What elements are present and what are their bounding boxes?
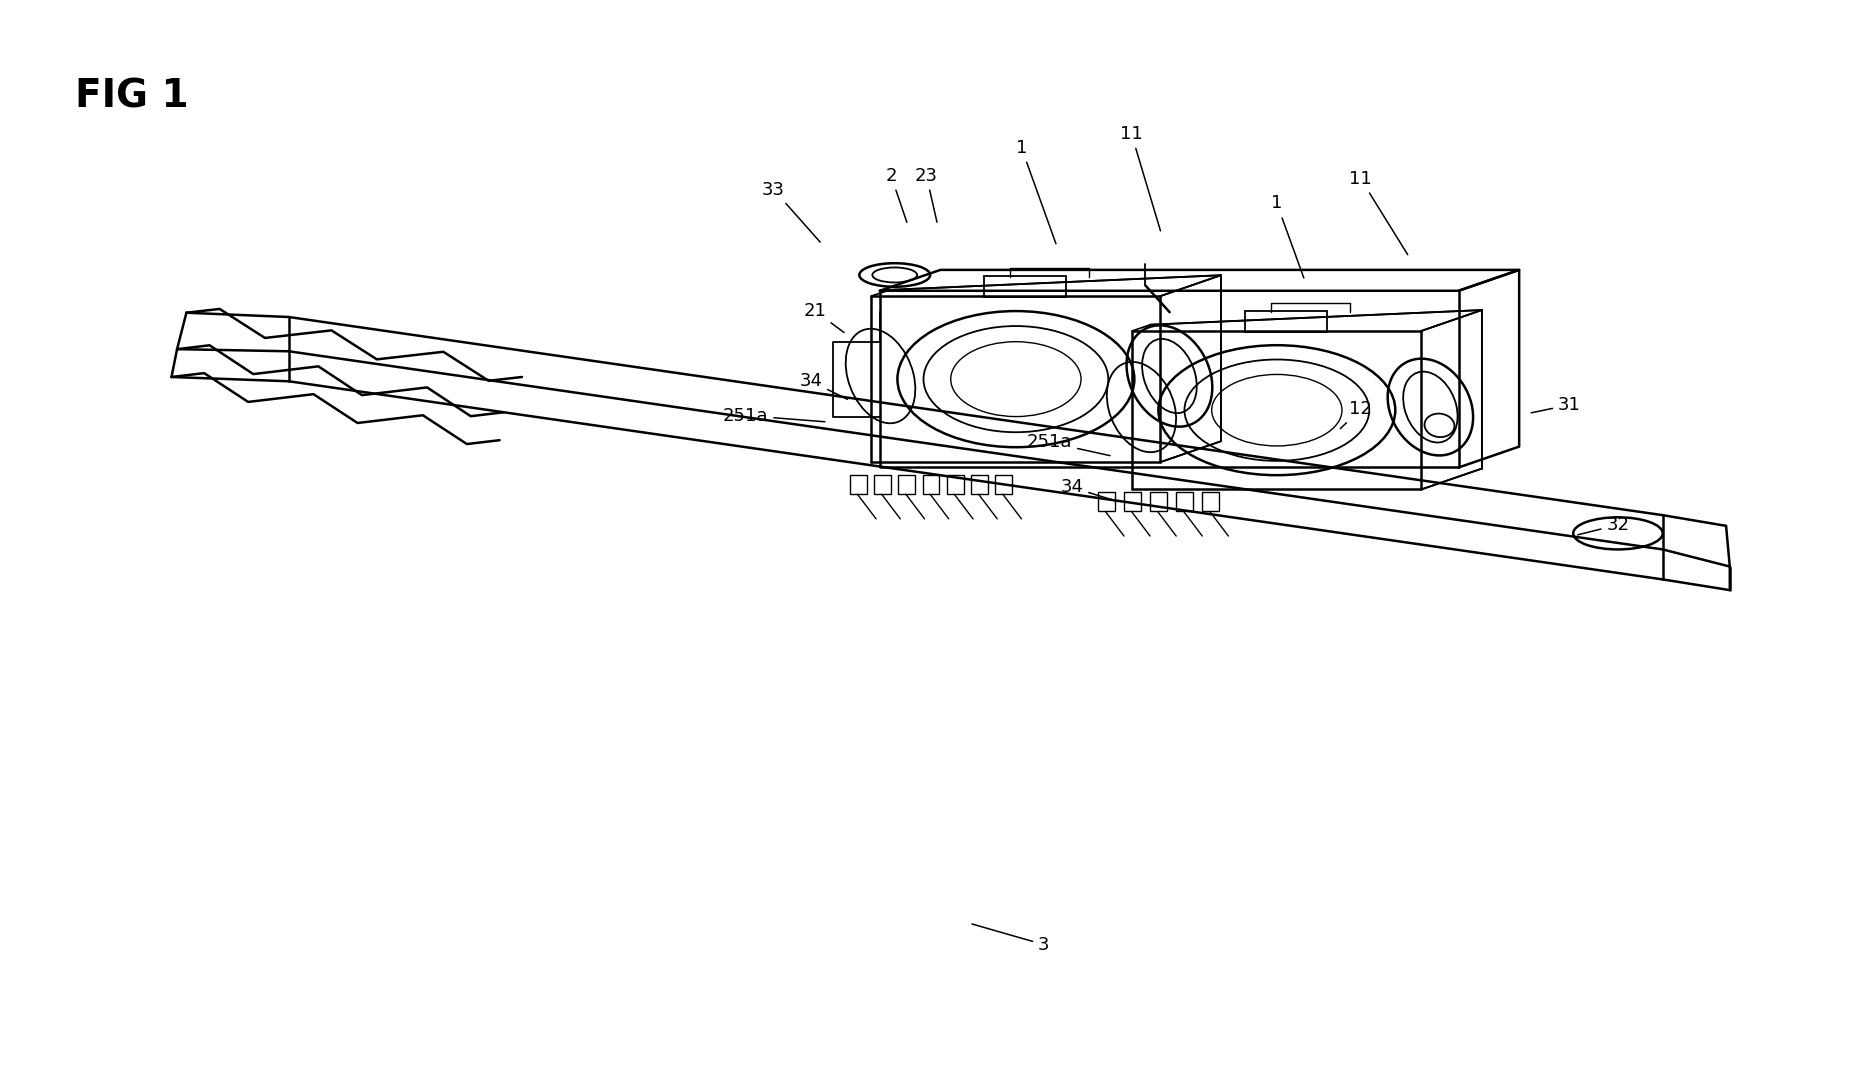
- FancyBboxPatch shape: [1202, 493, 1219, 512]
- Text: 251a: 251a: [723, 407, 826, 424]
- Text: 34: 34: [800, 373, 848, 399]
- Text: 11: 11: [1120, 125, 1161, 231]
- FancyBboxPatch shape: [995, 476, 1012, 495]
- FancyBboxPatch shape: [1124, 493, 1141, 512]
- FancyBboxPatch shape: [1150, 493, 1167, 512]
- FancyBboxPatch shape: [971, 476, 988, 495]
- Text: 251a: 251a: [1027, 434, 1111, 455]
- FancyBboxPatch shape: [1098, 493, 1115, 512]
- FancyBboxPatch shape: [1176, 493, 1193, 512]
- FancyBboxPatch shape: [850, 476, 867, 495]
- Text: 31: 31: [1530, 396, 1581, 413]
- Text: 33: 33: [762, 181, 820, 242]
- FancyBboxPatch shape: [1245, 311, 1327, 332]
- FancyBboxPatch shape: [874, 476, 891, 495]
- FancyBboxPatch shape: [984, 275, 1066, 297]
- Text: 12: 12: [1340, 401, 1372, 428]
- FancyBboxPatch shape: [947, 476, 964, 495]
- Text: 3: 3: [971, 924, 1049, 953]
- FancyBboxPatch shape: [898, 476, 915, 495]
- Text: 21: 21: [803, 302, 844, 332]
- Text: 1: 1: [1271, 195, 1303, 278]
- Text: 11: 11: [1350, 170, 1407, 255]
- Text: FIG 1: FIG 1: [75, 77, 188, 116]
- FancyBboxPatch shape: [923, 476, 939, 495]
- Text: 32: 32: [1577, 516, 1629, 534]
- Text: 1: 1: [1016, 139, 1055, 244]
- Text: 2: 2: [885, 167, 908, 223]
- Text: 34: 34: [1061, 479, 1118, 501]
- Text: 23: 23: [915, 167, 938, 222]
